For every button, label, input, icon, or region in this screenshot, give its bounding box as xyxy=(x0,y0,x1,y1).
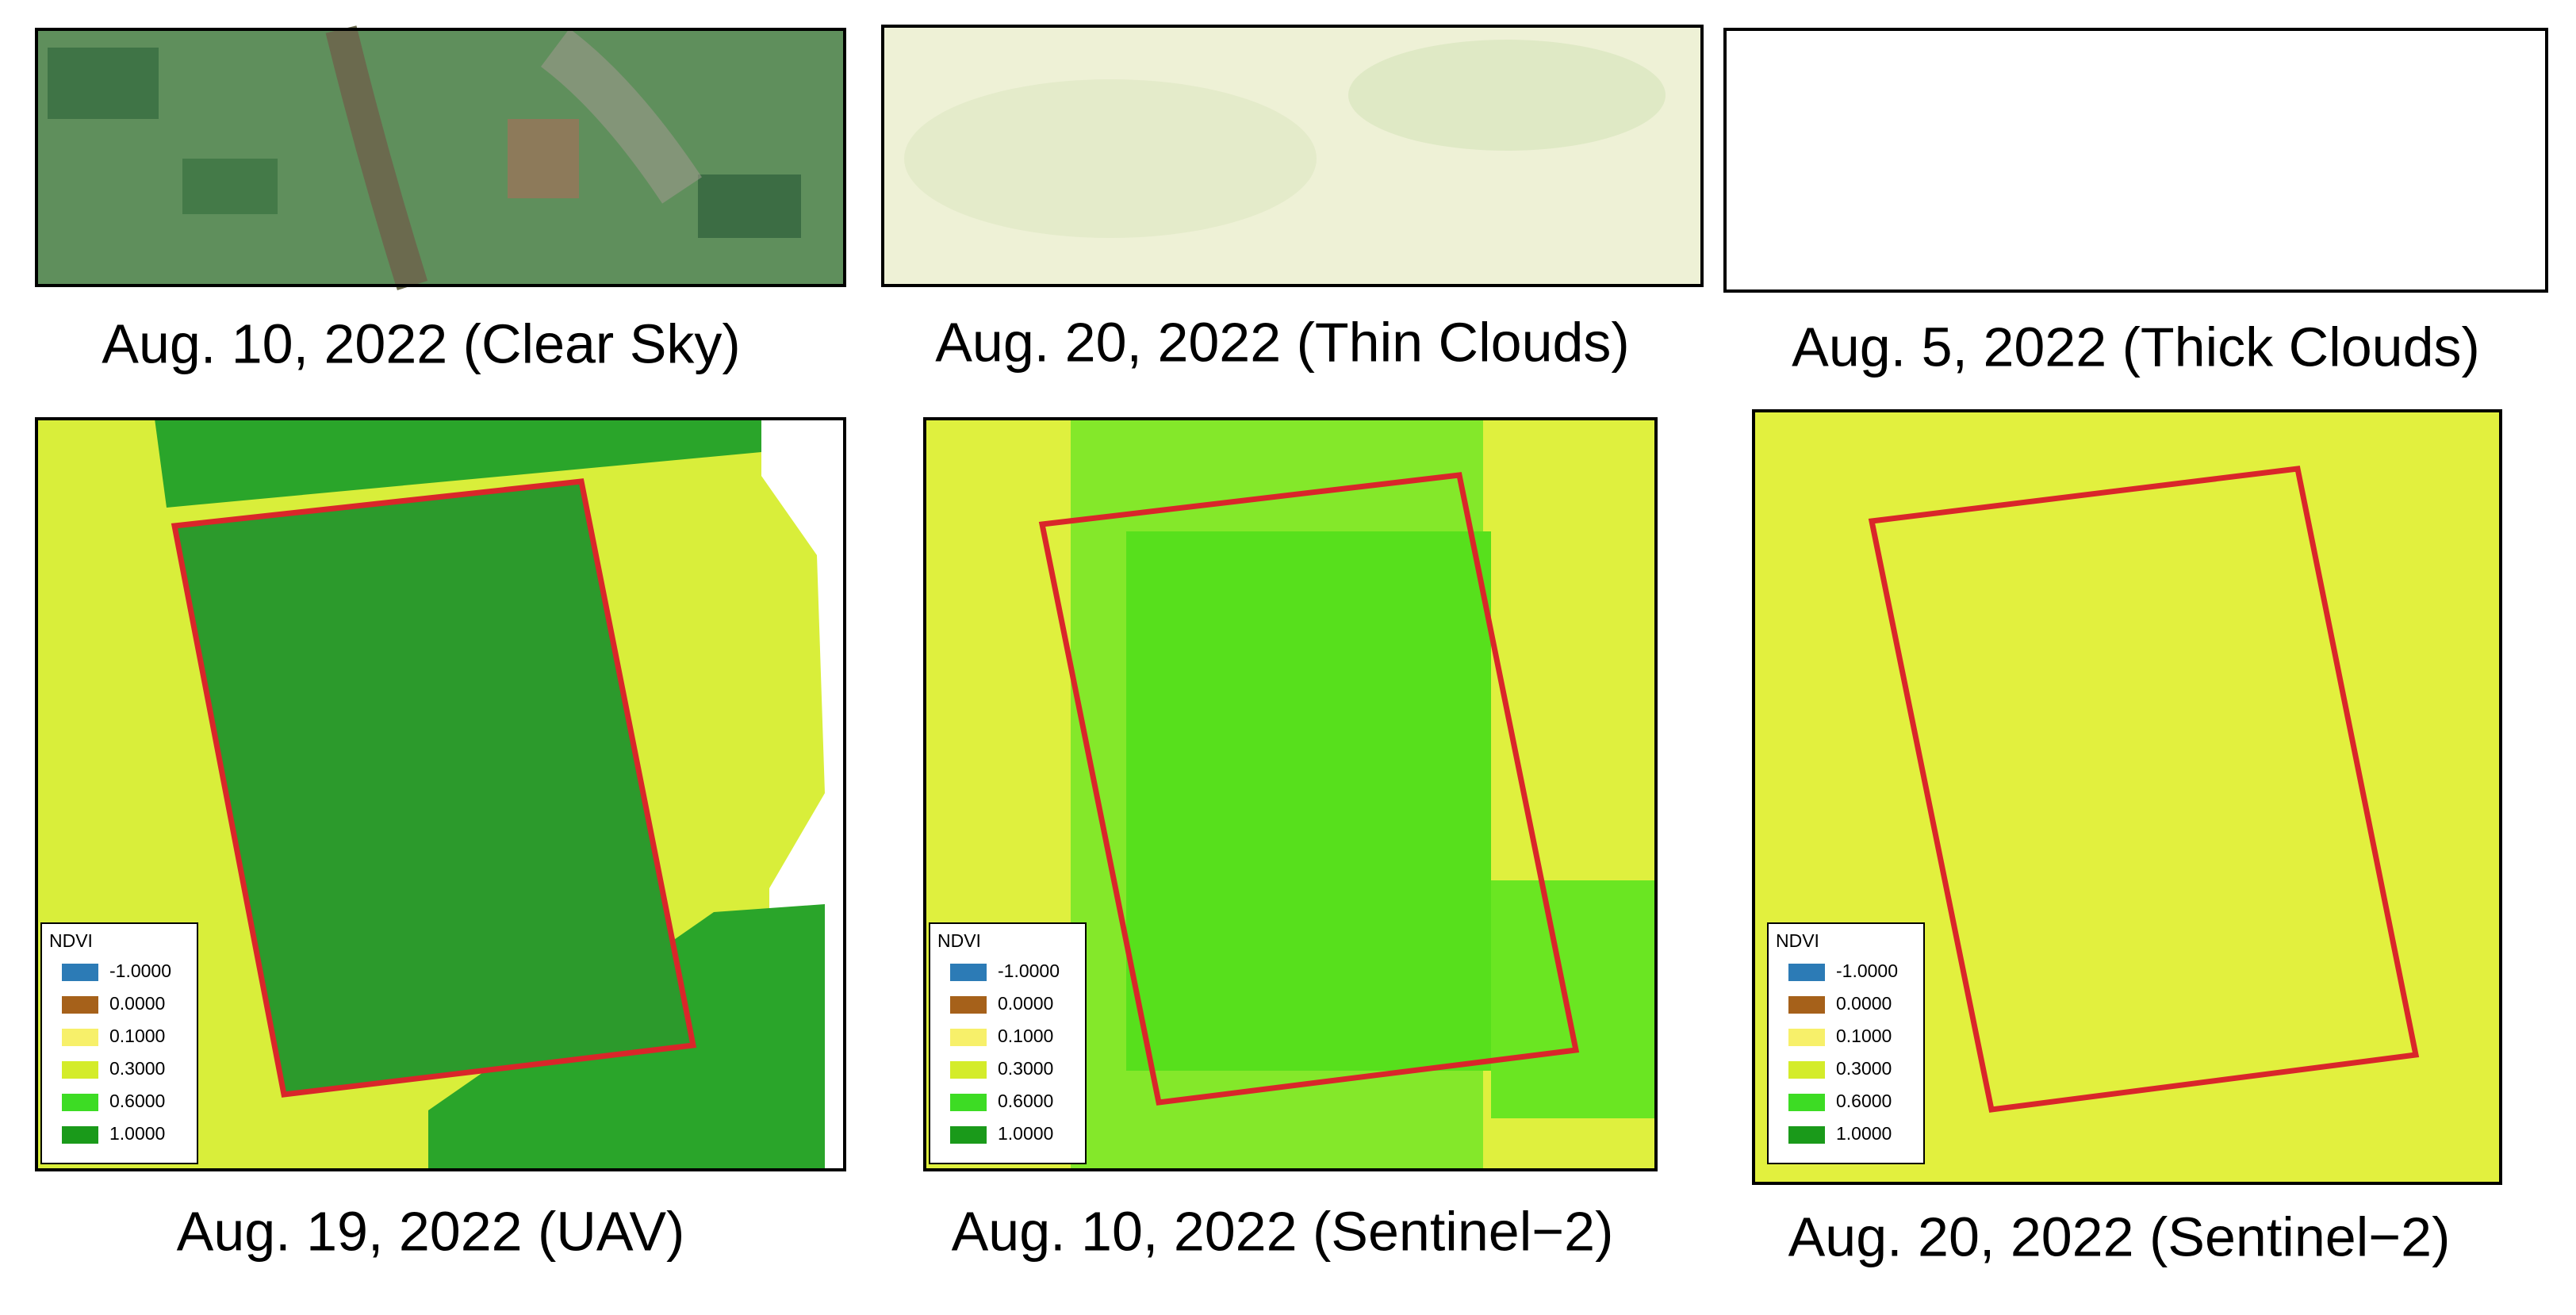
uav-ndvi-map xyxy=(35,417,846,1171)
legend-swatch xyxy=(1788,1061,1825,1079)
legend-label: 1.0000 xyxy=(109,1123,165,1144)
legend-label: 0.1000 xyxy=(109,1026,165,1046)
legend-swatch xyxy=(950,1094,987,1111)
caption: Aug. 10, 2022 (Sentinel−2) xyxy=(952,1200,1614,1262)
legend-label: 0.6000 xyxy=(109,1091,165,1111)
clear-sky-image xyxy=(35,25,846,290)
legend-label: 1.0000 xyxy=(998,1123,1053,1144)
legend-label: 0.3000 xyxy=(998,1058,1053,1079)
legend-label: 0.3000 xyxy=(1836,1058,1892,1079)
legend-label: 0.1000 xyxy=(1836,1026,1892,1046)
legend-swatch xyxy=(1788,996,1825,1014)
legend-swatch xyxy=(62,1061,98,1079)
legend-label: 0.6000 xyxy=(1836,1091,1892,1111)
legend-swatch xyxy=(62,1126,98,1144)
caption: Aug. 5, 2022 (Thick Clouds) xyxy=(1792,316,2480,378)
caption: Aug. 19, 2022 (UAV) xyxy=(177,1200,685,1262)
legend-swatch xyxy=(950,1126,987,1144)
legend-label: 0.0000 xyxy=(1836,993,1892,1014)
field-boundary xyxy=(1038,472,1580,1106)
caption: Aug. 10, 2022 (Clear Sky) xyxy=(102,312,740,374)
legend-swatch xyxy=(62,996,98,1014)
legend-label: -1.0000 xyxy=(998,960,1060,981)
legend-swatch xyxy=(1788,1094,1825,1111)
legend-label: 0.0000 xyxy=(998,993,1053,1014)
legend-swatch xyxy=(1788,964,1825,981)
legend-swatch xyxy=(1788,1029,1825,1046)
legend-swatch xyxy=(950,1029,987,1046)
legend-swatch xyxy=(1788,1126,1825,1144)
legend-title: NDVI xyxy=(49,930,93,951)
legend-label: -1.0000 xyxy=(109,960,171,981)
legend-swatch xyxy=(950,996,987,1014)
legend-label: 0.3000 xyxy=(109,1058,165,1079)
caption: Aug. 20, 2022 (Thin Clouds) xyxy=(935,311,1630,373)
field-boundary xyxy=(171,478,697,1098)
legend-title: NDVI xyxy=(1776,930,1819,951)
legend-title: NDVI xyxy=(937,930,981,951)
field-boundary xyxy=(1868,466,2420,1113)
legend-swatch xyxy=(950,1061,987,1079)
legend-swatch xyxy=(62,1029,98,1046)
legend-label: 0.0000 xyxy=(109,993,165,1014)
thin-clouds-image xyxy=(881,25,1704,287)
caption: Aug. 20, 2022 (Sentinel−2) xyxy=(1788,1206,2451,1267)
legend-swatch xyxy=(62,964,98,981)
legend-label: 0.6000 xyxy=(998,1091,1053,1111)
legend-swatch xyxy=(62,1094,98,1111)
thick-clouds-image xyxy=(1723,28,2548,293)
legend-label: -1.0000 xyxy=(1836,960,1898,981)
legend-label: 0.1000 xyxy=(998,1026,1053,1046)
legend-swatch xyxy=(950,964,987,981)
legend-label: 1.0000 xyxy=(1836,1123,1892,1144)
